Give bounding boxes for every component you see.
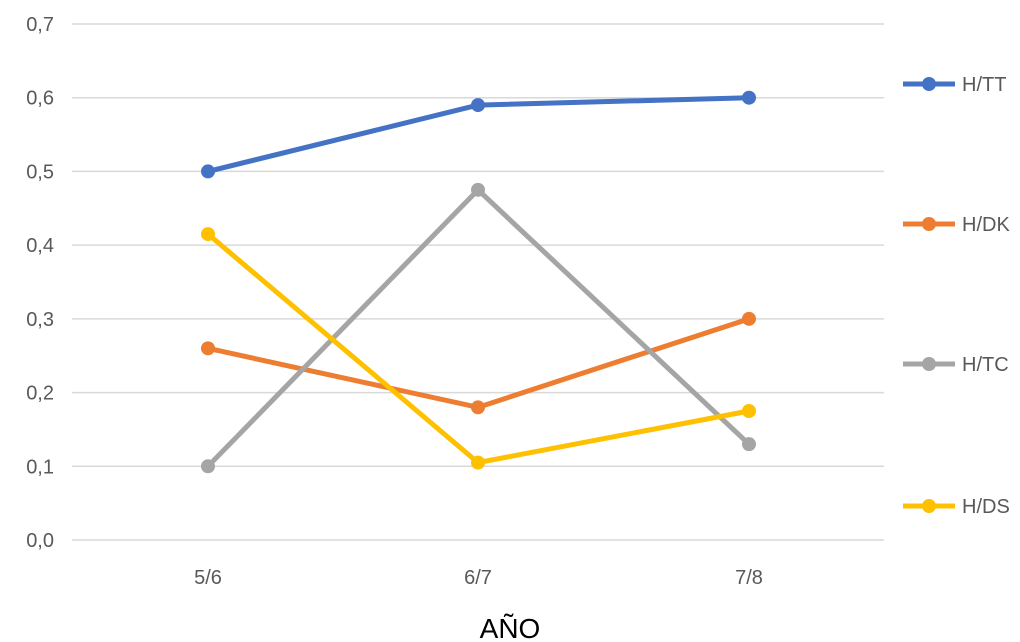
data-point (201, 164, 215, 179)
y-tick-label: 0,5 (26, 161, 54, 183)
data-point (471, 98, 485, 113)
y-tick-label: 0,0 (26, 530, 54, 552)
data-point (201, 227, 215, 242)
y-tick-label: 0,7 (26, 14, 54, 36)
legend-label: H/TT (962, 74, 1006, 96)
legend-swatch-marker (922, 357, 936, 371)
x-tick-label: 6/7 (464, 567, 492, 589)
series-h-dk (201, 311, 756, 415)
legend-swatch-marker (922, 499, 936, 513)
data-point (471, 400, 485, 415)
y-tick-label: 0,3 (26, 309, 54, 331)
series (201, 90, 756, 474)
data-point (742, 437, 756, 452)
legend-swatch-marker (922, 77, 936, 91)
series-h-ds (201, 227, 756, 470)
y-tick-label: 0,6 (26, 88, 54, 110)
series-h-tc (201, 182, 756, 474)
y-tick-label: 0,2 (26, 383, 54, 405)
x-axis-title: AÑO (480, 613, 541, 642)
legend-swatch-marker (922, 217, 936, 231)
legend-item: H/DS (903, 496, 1010, 518)
series-h-tt (201, 90, 756, 179)
data-point (201, 459, 215, 474)
y-axis-ticks: 0,0 0,1 0,2 0,3 0,4 0,5 0,6 0,7 (26, 14, 54, 552)
legend-item: H/DK (903, 214, 1010, 236)
legend-item: H/TT (903, 74, 1006, 96)
x-tick-label: 5/6 (194, 567, 222, 589)
legend-label: H/TC (962, 354, 1009, 376)
data-point (742, 404, 756, 418)
data-point (742, 311, 756, 326)
data-point (471, 182, 485, 197)
x-tick-label: 7/8 (735, 567, 763, 589)
x-axis-ticks: 5/6 6/7 7/8 (194, 567, 763, 589)
data-point (471, 455, 485, 470)
series-line (205, 316, 752, 410)
legend-item: H/TC (903, 354, 1009, 376)
y-tick-label: 0,1 (26, 456, 54, 478)
data-point (201, 341, 215, 356)
legend: H/TT H/DK H/TC H/DS (903, 74, 1010, 518)
data-point (742, 90, 756, 105)
y-tick-label: 0,4 (26, 235, 54, 257)
legend-label: H/DK (962, 214, 1010, 236)
legend-label: H/DS (962, 496, 1010, 518)
series-line (205, 231, 752, 466)
